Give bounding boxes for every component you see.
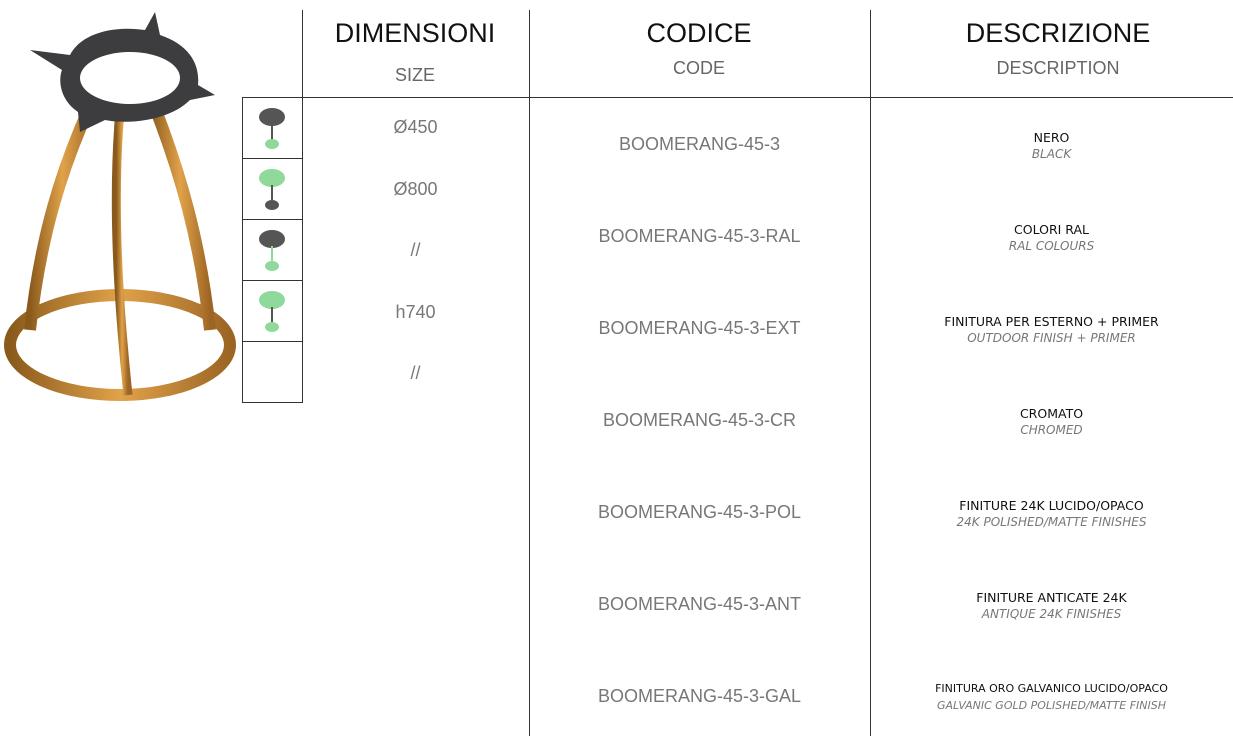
description-it: FINITURA PER ESTERNO + PRIMER [944,314,1159,329]
icon-cell [242,342,303,403]
code: BOOMERANG-45-3-EXT [598,318,801,338]
table-icon [259,169,285,210]
code: BOOMERANG-45-3-RAL [598,226,801,246]
description-it: FINITURE 24K LUCIDO/OPACO [959,498,1144,513]
description-en: BLACK [1031,147,1072,161]
table-icon [259,108,285,149]
size: // [410,240,421,260]
code: BOOMERANG-45-3-ANT [597,594,802,614]
code: BOOMERANG-45-3-POL [597,502,802,522]
header-title: DIMENSIONI [334,18,496,48]
product-image [4,12,236,401]
description-it: FINITURE ANTICATE 24K [976,590,1127,605]
icon-cell [242,159,303,220]
icon-cell [242,220,303,281]
description-it: CROMATO [1019,406,1084,421]
header-subtitle: SIZE [394,65,436,85]
description-it: NERO [1033,130,1070,145]
description-en: CHROMED [1020,423,1083,437]
cell-border [242,97,302,98]
header-title: DESCRIZIONE [965,18,1151,48]
description-en: OUTDOOR FINISH + PRIMER [967,331,1136,345]
code: BOOMERANG-45-3-CR [602,410,797,430]
table-icon [259,230,285,271]
icon-cell [242,281,303,342]
description-en: 24K POLISHED/MATTE FINISHES [956,515,1147,529]
size: Ø450 [393,117,438,137]
header-title: CODICE [646,18,752,48]
header-subtitle: CODE [672,58,726,78]
icon-cell [242,98,303,159]
code: BOOMERANG-45-3 [618,134,781,154]
description-it: FINITURA ORO GALVANICO LUCIDO/OPACO [935,682,1168,695]
divider [302,10,303,97]
description-it: COLORI RAL [1014,222,1089,237]
code: BOOMERANG-45-3-GAL [597,686,802,706]
header-rule [302,97,1233,98]
divider [870,10,871,736]
size: Ø800 [393,178,438,199]
header-subtitle: DESCRIPTION [996,58,1120,78]
size: // [410,363,421,383]
table-icon [259,291,285,332]
description-en: ANTIQUE 24K FINISHES [981,607,1122,621]
divider [529,10,530,736]
size: h740 [395,301,436,322]
description-en: RAL COLOURS [1008,239,1095,253]
description-en: GALVANIC GOLD POLISHED/MATTE FINISH [936,699,1167,712]
